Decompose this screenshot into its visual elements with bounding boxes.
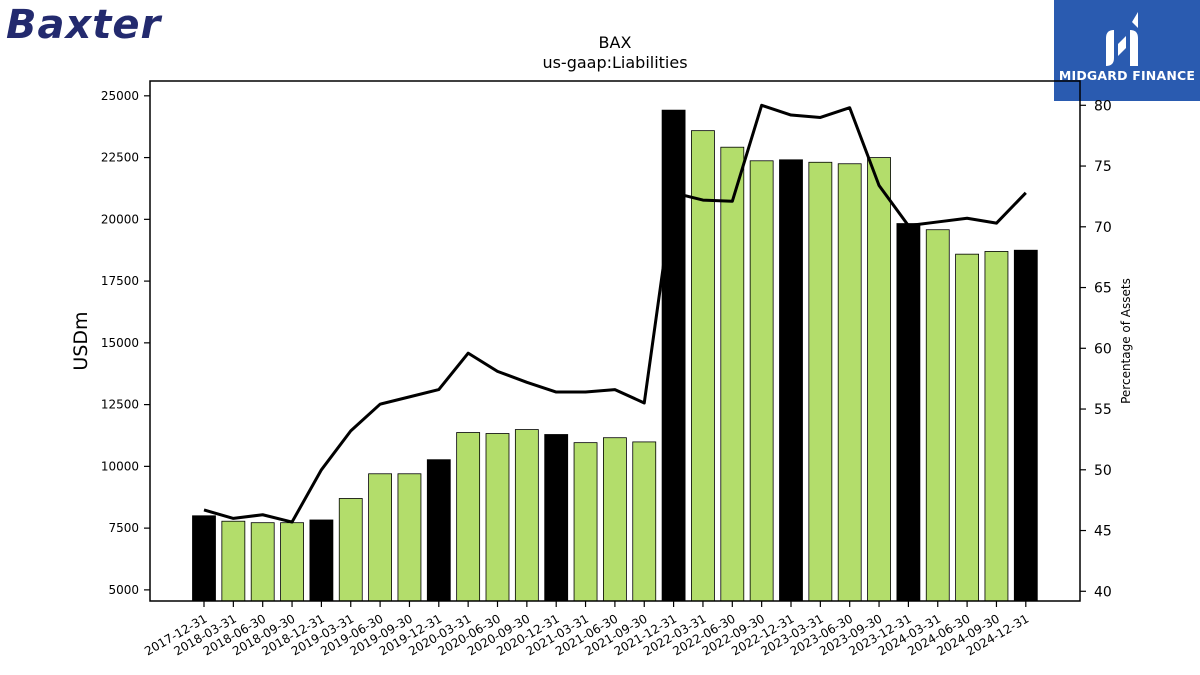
midgard-emblem-icon (1106, 12, 1138, 66)
bar-2023-06-30 (837, 163, 862, 602)
y-tick-label: 7500 (108, 521, 139, 535)
y-tick-label: 22500 (101, 151, 139, 165)
bar-2021-06-30 (603, 437, 627, 602)
y-axis-label: USDm (70, 311, 92, 370)
y2-tick-label: 40 (1094, 584, 1112, 600)
bar-2024-12-31 (1013, 249, 1038, 602)
midgard-finance-logo: MIDGARD FINANCE (1054, 0, 1200, 101)
y2-tick-label: 70 (1094, 220, 1112, 236)
bar-2017-12-31 (192, 515, 216, 602)
bar-2019-03-31 (338, 498, 363, 602)
y2-tick-label: 45 (1094, 524, 1112, 540)
y-tick-label: 5000 (108, 583, 139, 597)
y-tick-label: 17500 (101, 274, 139, 288)
bar-2020-03-31 (456, 432, 481, 602)
bar-2022-09-30 (749, 160, 774, 602)
bar-2018-06-30 (250, 522, 275, 602)
y2-axis-label: Percentage of Assets (1119, 278, 1133, 404)
bar-2018-09-30 (280, 522, 304, 602)
y-tick-label: 25000 (101, 89, 139, 103)
bar-2021-09-30 (632, 441, 657, 602)
bar-2024-09-30 (984, 251, 1009, 602)
y2-tick-label: 50 (1094, 463, 1112, 479)
y2-tick-label: 55 (1094, 402, 1112, 418)
bar-2020-12-31 (544, 434, 569, 602)
bar-2024-06-30 (955, 253, 979, 602)
bar-2022-12-31 (779, 159, 803, 602)
bar-2022-06-30 (720, 146, 745, 602)
bar-2021-03-31 (573, 442, 598, 602)
bar-2021-12-31 (661, 109, 686, 602)
midgard-finance-text: MIDGARD FINANCE (1058, 68, 1196, 83)
bar-2020-09-30 (514, 429, 539, 602)
bar-2024-03-31 (925, 229, 950, 602)
y-tick-label: 12500 (101, 398, 139, 412)
bar-2019-09-30 (397, 473, 422, 602)
y-tick-label: 10000 (101, 459, 139, 473)
bar-2018-03-31 (221, 520, 246, 602)
bar-2023-03-31 (808, 161, 833, 602)
baxter-logo: Baxter (6, 2, 162, 48)
y2-tick-label: 60 (1094, 341, 1112, 357)
y2-tick-label: 65 (1094, 281, 1112, 297)
bar-2020-06-30 (485, 433, 510, 602)
chart-title: BAX (598, 33, 632, 52)
bar-2023-12-31 (896, 223, 921, 602)
bar-2019-12-31 (426, 459, 451, 602)
y2-tick-label: 80 (1094, 98, 1112, 114)
chart-subtitle: us-gaap:Liabilities (542, 53, 688, 72)
bar-2023-09-30 (867, 157, 891, 602)
y-tick-label: 15000 (101, 336, 139, 350)
y2-tick-label: 75 (1094, 159, 1112, 175)
y-tick-label: 20000 (101, 212, 139, 226)
percentage-of-assets-line (203, 103, 1027, 524)
bar-2019-06-30 (368, 473, 393, 602)
bar-2018-12-31 (309, 519, 334, 602)
